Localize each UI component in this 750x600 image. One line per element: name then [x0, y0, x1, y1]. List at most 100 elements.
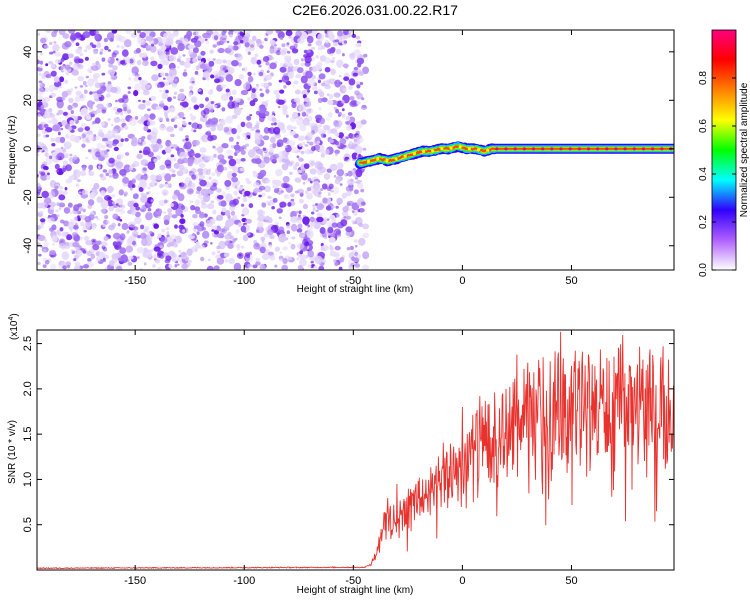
- noise-speckle: [240, 150, 246, 155]
- noise-speckle: [239, 167, 245, 172]
- noise-speckle: [150, 60, 158, 67]
- noise-speckle: [362, 232, 370, 239]
- noise-speckle: [105, 172, 110, 177]
- noise-speckle: [178, 126, 184, 132]
- noise-speckle: [176, 257, 180, 262]
- noise-speckle: [229, 96, 234, 101]
- noise-speckle: [64, 41, 72, 48]
- noise-speckle: [60, 58, 65, 63]
- noise-speckle: [237, 124, 240, 127]
- noise-speckle: [121, 49, 129, 57]
- noise-speckle: [231, 30, 235, 33]
- noise-speckle: [190, 38, 198, 43]
- noise-speckle: [48, 191, 56, 199]
- noise-speckle: [325, 33, 329, 38]
- noise-speckle: [226, 59, 233, 66]
- noise-speckle: [173, 91, 178, 96]
- noise-speckle: [45, 30, 52, 34]
- noise-speckle: [127, 238, 133, 245]
- snr-series-line: [37, 331, 674, 570]
- noise-speckle: [38, 72, 42, 76]
- noise-speckle: [127, 261, 133, 266]
- noise-speckle: [336, 168, 345, 177]
- noise-speckle: [231, 89, 237, 96]
- noise-speckle: [297, 264, 303, 270]
- noise-speckle: [255, 110, 261, 116]
- noise-speckle: [190, 96, 198, 103]
- noise-speckle: [335, 205, 339, 209]
- noise-speckle: [303, 163, 310, 170]
- noise-speckle: [61, 148, 67, 153]
- noise-speckle: [132, 240, 136, 246]
- noise-speckle: [186, 57, 191, 62]
- noise-speckle: [142, 167, 147, 171]
- noise-speckle: [360, 201, 366, 206]
- noise-speckle: [224, 259, 229, 263]
- noise-speckle: [259, 44, 264, 49]
- noise-speckle: [356, 57, 365, 65]
- noise-speckle: [48, 120, 53, 124]
- noise-speckle: [47, 217, 55, 224]
- noise-speckle: [287, 241, 292, 245]
- colorbar-tick-label: 0.2: [698, 215, 709, 229]
- noise-speckle: [37, 262, 41, 265]
- noise-speckle: [256, 59, 262, 65]
- noise-speckle: [321, 129, 327, 134]
- noise-speckle: [220, 211, 226, 216]
- noise-speckle: [313, 188, 322, 197]
- noise-speckle: [96, 103, 104, 110]
- colorbar-tick-label: 0.8: [698, 71, 709, 85]
- noise-speckle: [153, 254, 157, 259]
- colorbar: 0.0 0.2 0.4 0.6 0.8 Normalized spectral ampl…: [698, 29, 750, 277]
- noise-speckle: [300, 75, 308, 84]
- heatmap-noise-cloud: [37, 30, 370, 270]
- colorbar-label: Normalized spectral amplitude: [739, 82, 750, 217]
- noise-speckle: [51, 30, 57, 38]
- noise-speckle: [302, 94, 307, 99]
- noise-speckle: [320, 133, 327, 139]
- noise-speckle: [48, 155, 53, 160]
- snr-y-ticks: 0.5 1.0 1.5 2.0 2.5: [22, 336, 674, 532]
- noise-speckle: [216, 188, 222, 193]
- noise-speckle: [142, 100, 146, 103]
- noise-speckle: [351, 34, 357, 38]
- noise-speckle: [255, 257, 261, 262]
- noise-speckle: [49, 180, 57, 188]
- noise-speckle: [351, 210, 355, 213]
- noise-speckle: [37, 203, 41, 208]
- track-peak-dot: [376, 157, 380, 161]
- noise-speckle: [285, 144, 292, 153]
- noise-speckle: [338, 266, 343, 270]
- noise-speckle: [315, 209, 319, 212]
- noise-speckle: [51, 143, 56, 147]
- noise-speckle: [203, 138, 209, 143]
- noise-speckle: [310, 260, 314, 264]
- noise-speckle: [255, 38, 262, 44]
- noise-speckle: [339, 257, 345, 263]
- noise-speckle: [64, 152, 70, 158]
- noise-speckle: [182, 229, 186, 233]
- noise-speckle: [136, 59, 142, 66]
- noise-speckle: [323, 173, 331, 180]
- noise-speckle: [54, 147, 62, 153]
- noise-speckle: [79, 85, 84, 88]
- snr-y-tick-label: 2.5: [22, 336, 34, 351]
- track-peak-dot: [440, 147, 444, 151]
- noise-speckle: [349, 96, 355, 101]
- noise-speckle: [362, 147, 367, 151]
- noise-speckle: [171, 258, 177, 262]
- noise-speckle: [93, 95, 99, 100]
- noise-speckle: [107, 186, 115, 192]
- snr-x-axis-label: Height of straight line (km): [297, 585, 414, 596]
- noise-speckle: [225, 74, 233, 82]
- noise-speckle: [258, 112, 266, 119]
- noise-speckle: [300, 58, 304, 62]
- noise-speckle: [142, 141, 147, 146]
- noise-speckle: [45, 74, 52, 79]
- noise-speckle: [100, 199, 109, 209]
- noise-speckle: [143, 247, 148, 252]
- noise-speckle: [200, 203, 208, 209]
- noise-speckle: [68, 53, 74, 59]
- noise-speckle: [150, 95, 157, 101]
- noise-speckle: [232, 198, 239, 206]
